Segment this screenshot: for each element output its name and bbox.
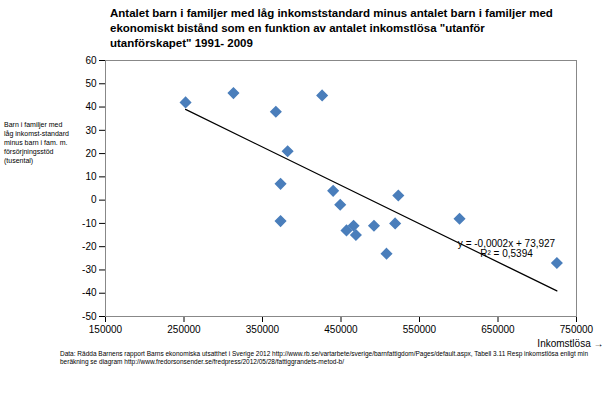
svg-text:150000: 150000: [89, 324, 123, 335]
html-text:Antalet barn i familjer med lå: Antalet barn i familjer med låg inkomsts…: [110, 7, 553, 49]
svg-text:50: 50: [85, 78, 97, 89]
svg-text:y = -0,0002x + 73,927R² = 0,53: y = -0,0002x + 73,927R² = 0,5394: [458, 238, 556, 259]
svg-text:-40: -40: [82, 287, 97, 298]
svg-text:-20: -20: [82, 241, 97, 252]
svg-text:550000: 550000: [403, 324, 437, 335]
svg-text:20: 20: [85, 148, 97, 159]
svg-text:750000: 750000: [560, 324, 594, 335]
svg-text:10: 10: [85, 171, 97, 182]
svg-text:30: 30: [85, 125, 97, 136]
svg-text:450000: 450000: [324, 324, 358, 335]
svg-text:40: 40: [85, 101, 97, 112]
svg-text:Inkomstlösa →: Inkomstlösa →: [537, 338, 603, 349]
html-text:Data: Rädda Barnens rapport Ba: Data: Rädda Barnens rapport Barns ekonom…: [60, 350, 588, 365]
svg-text:0: 0: [91, 194, 97, 205]
svg-text:-10: -10: [82, 218, 97, 229]
html-text:Barn i familjer med låg inkoms: Barn i familjer med låg inkomst-standard…: [4, 121, 69, 164]
svg-text:250000: 250000: [167, 324, 201, 335]
svg-text:-50: -50: [82, 311, 97, 322]
svg-text:60: 60: [85, 55, 97, 66]
svg-text:350000: 350000: [246, 324, 280, 335]
svg-text:650000: 650000: [481, 324, 515, 335]
svg-text:-30: -30: [82, 264, 97, 275]
